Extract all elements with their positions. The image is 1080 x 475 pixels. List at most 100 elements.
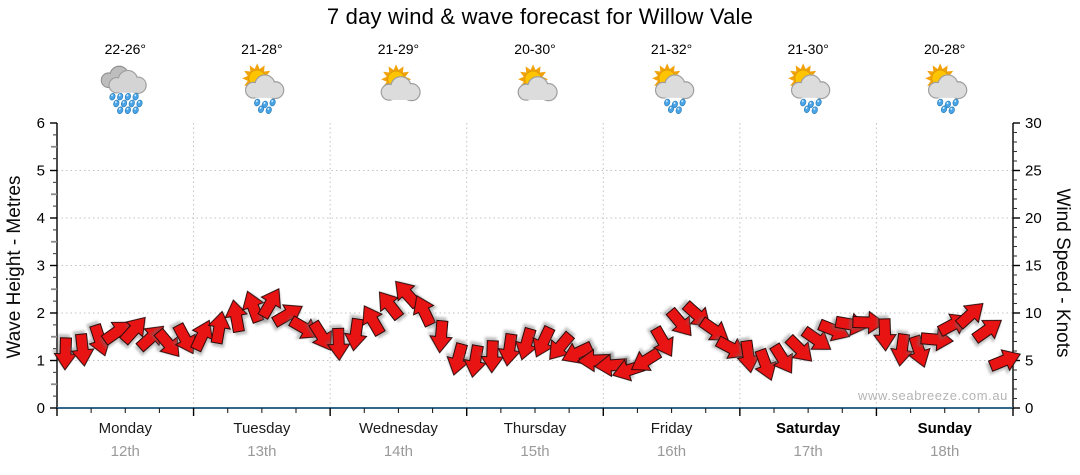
raindrop-shape	[136, 99, 143, 108]
raindrop-shape	[125, 92, 132, 101]
wind-arrow	[784, 333, 813, 362]
raindrop-shape	[667, 105, 674, 113]
day-forecast-sunday: 20-28°	[877, 40, 1013, 114]
raindrop-shape	[132, 92, 139, 101]
day-name: Friday	[650, 420, 693, 437]
raindrop-shape	[117, 92, 124, 101]
day-name: Wednesday	[358, 420, 438, 437]
day-forecast-wednesday: 21-29°	[330, 40, 466, 114]
sun-cloud-rain-icon	[788, 63, 831, 114]
cloud-shape	[927, 74, 968, 100]
day-name: Tuesday	[233, 420, 291, 437]
raindrop-shape	[804, 105, 811, 113]
right-tick-label: 0	[1025, 400, 1033, 417]
day-forecast-thursday: 20-30°	[467, 40, 603, 114]
sun-cloud-icon	[517, 64, 558, 102]
watermark: www.seabreeze.com.au	[857, 388, 1008, 403]
wind-arrow	[446, 342, 470, 376]
right-tick-label: 10	[1025, 305, 1042, 322]
day-temp-range: 21-32°	[650, 41, 693, 57]
raindrop-shape	[117, 106, 124, 114]
raindrop-shape	[132, 106, 139, 114]
wind-arrow	[118, 316, 146, 346]
right-tick-label: 5	[1025, 353, 1033, 370]
cloud-shape	[654, 74, 694, 100]
left-tick-label: 0	[37, 400, 45, 417]
cloud-shape	[517, 76, 558, 102]
wind-arrow-series	[53, 280, 1022, 382]
rain-icon	[101, 65, 148, 114]
wind-arrow	[698, 316, 729, 341]
wind-arrow	[326, 327, 351, 362]
raindrop-shape	[125, 106, 132, 114]
raindrop-shape	[663, 98, 670, 107]
wind-arrow	[308, 319, 332, 351]
wind-arrow	[665, 306, 692, 337]
day-name: Monday	[98, 420, 152, 437]
raindrop-shape	[109, 92, 116, 101]
wind-arrow	[907, 334, 931, 369]
wind-arrow	[288, 315, 320, 339]
day-forecast-friday: 21-32°	[604, 40, 740, 114]
raindrop-shape	[936, 98, 943, 107]
left-tick-label: 1	[37, 353, 45, 370]
right-tick-label: 15	[1025, 258, 1042, 275]
raindrop-shape	[952, 98, 959, 107]
day-temp-range: 21-30°	[787, 41, 829, 57]
left-tick-label: 5	[37, 163, 45, 180]
wind-arrow	[412, 294, 436, 328]
weather-icon-holder	[467, 62, 603, 114]
sun-cloud-rain-icon	[924, 63, 968, 114]
left-tick-label: 4	[37, 210, 45, 227]
weather-icon-holder	[877, 62, 1013, 114]
day-temp-range: 20-30°	[514, 41, 556, 57]
day-forecast-saturday: 21-30°	[740, 40, 876, 114]
cloud-shape	[381, 76, 422, 102]
right-tick-label: 30	[1025, 115, 1042, 132]
raindrop-shape	[269, 98, 276, 107]
chart-title: 7 day wind & wave forecast for Willow Va…	[326, 4, 754, 29]
raindrop-shape	[948, 106, 955, 114]
left-tick-label: 6	[37, 115, 45, 132]
weather-icon-holder	[604, 62, 740, 114]
day-forecast-monday: 22-26°	[57, 40, 193, 114]
wind-arrow	[343, 317, 368, 352]
day-date: 13th	[247, 443, 277, 460]
wind-arrow	[714, 335, 748, 359]
raindrop-shape	[811, 106, 818, 114]
raindrop-shape	[679, 98, 686, 107]
wind-arrow	[987, 349, 1022, 372]
wind-arrow	[172, 322, 196, 355]
raindrop-shape	[675, 106, 682, 114]
sun-cloud-rain-icon	[651, 63, 694, 114]
sun-cloud-icon	[381, 64, 422, 102]
wind-arrow	[362, 305, 386, 338]
raindrop-shape	[121, 99, 128, 108]
wind-arrow	[971, 319, 1003, 344]
day-temp-range: 22-26°	[104, 41, 146, 57]
day-date: 17th	[793, 443, 823, 460]
wind-arrow	[873, 318, 897, 352]
day-temp-range: 21-29°	[377, 41, 420, 57]
weather-icon-holder	[194, 62, 330, 114]
wind-arrow	[480, 340, 505, 374]
day-temp-range: 20-28°	[924, 41, 966, 57]
day-forecast-tuesday: 21-28°	[194, 40, 330, 114]
raindrop-shape	[253, 98, 261, 107]
wind-arrow	[153, 327, 180, 358]
right-tick-label: 25	[1025, 163, 1042, 180]
wind-arrow	[593, 353, 628, 378]
wind-arrow	[954, 302, 984, 330]
weather-icon-holder	[330, 62, 466, 114]
left-tick-label: 3	[37, 258, 45, 275]
day-date: 15th	[520, 443, 550, 460]
raindrop-shape	[265, 106, 272, 114]
day-name: Thursday	[503, 420, 567, 437]
cloud-shape	[244, 74, 285, 100]
wind-arrow	[890, 332, 914, 367]
day-date: 16th	[656, 443, 687, 460]
wind-arrow	[257, 288, 281, 320]
wind-arrow	[834, 312, 869, 337]
